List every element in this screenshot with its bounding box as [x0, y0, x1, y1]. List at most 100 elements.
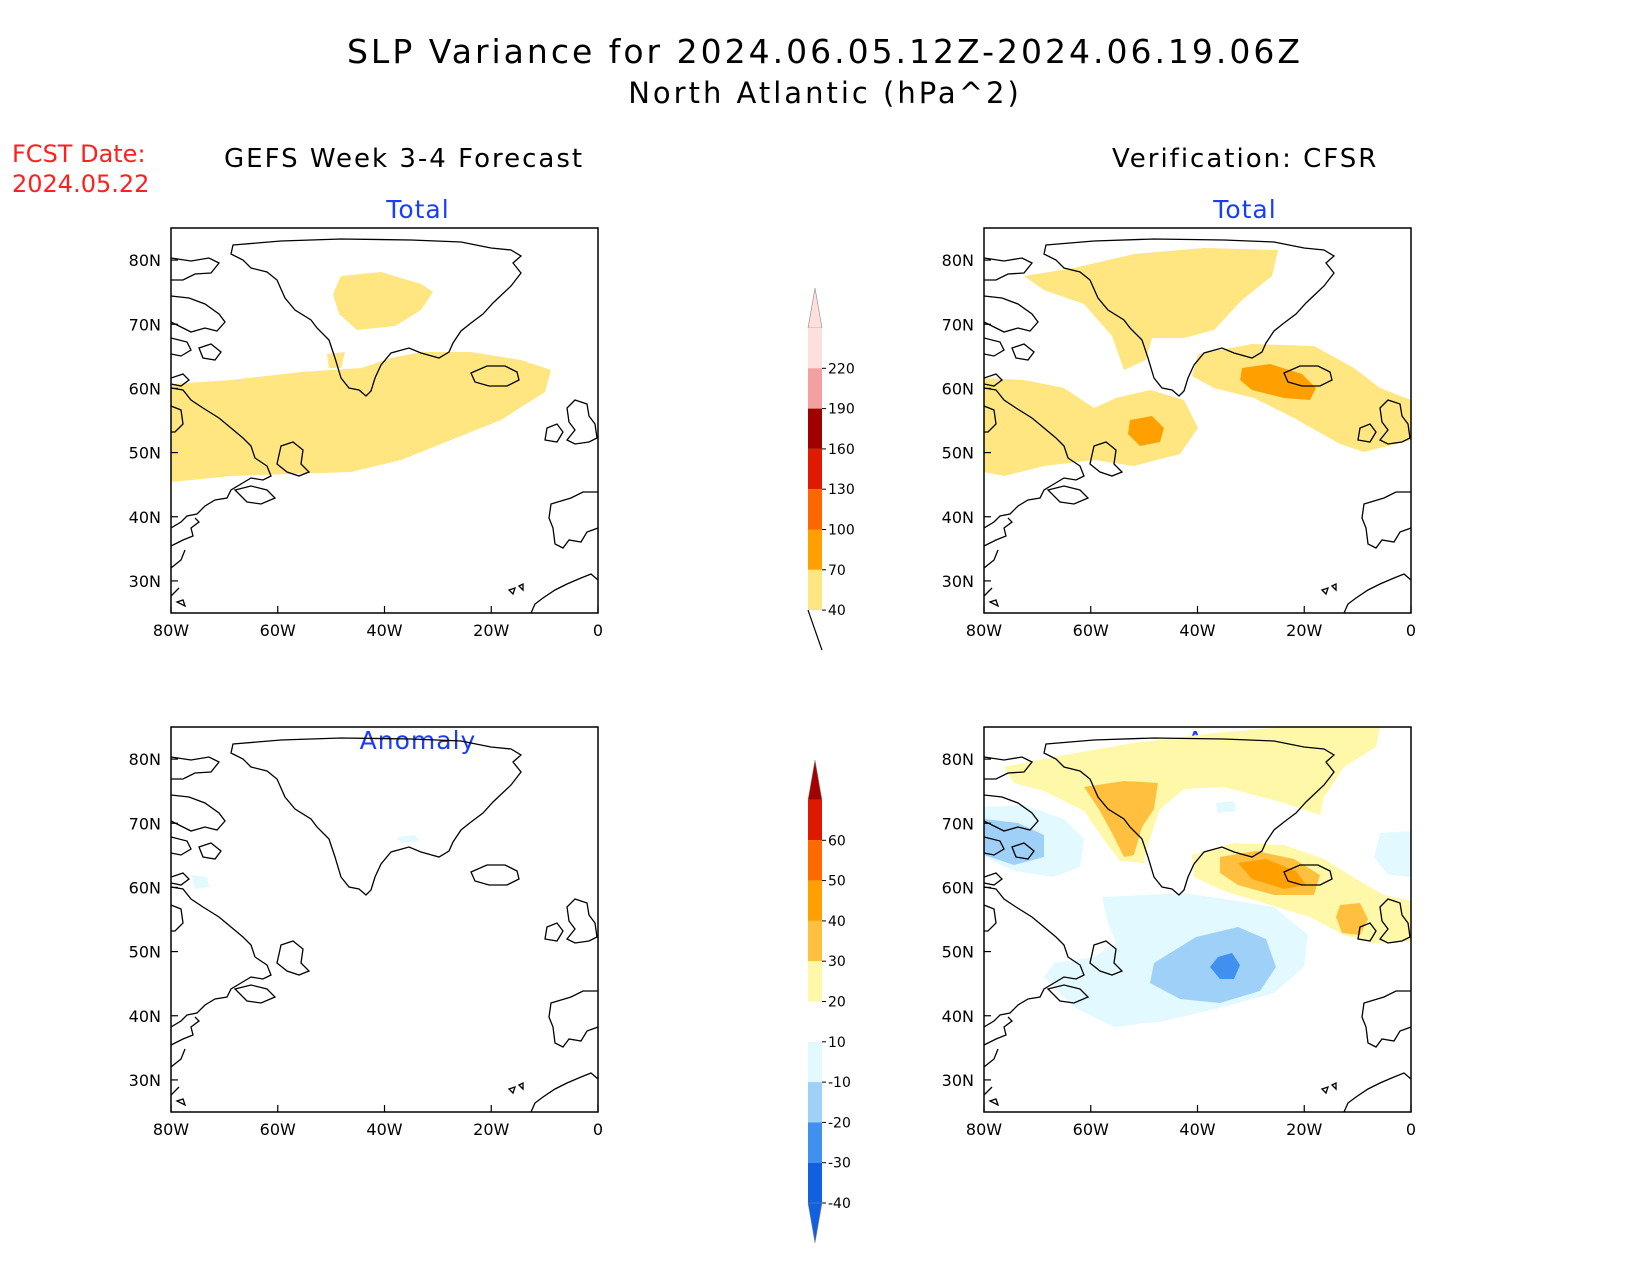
forecast-anomaly-map: 80W 60W 40W 20W 0 80N 70N 60N 50N 40N 30N — [129, 726, 603, 1139]
forecast-total-contour-40-70 — [171, 352, 551, 482]
lon-label: 80W — [966, 1120, 1002, 1139]
verification-anomaly-map: 80W 60W 40W 20W 0 80N 70N 60N 50N 40N 30N — [942, 726, 1416, 1139]
lon-label: 60W — [260, 1120, 296, 1139]
lat-label: 40N — [129, 1007, 161, 1026]
lon-label: 0 — [593, 621, 603, 640]
colorbar-label: 30 — [828, 954, 846, 970]
forecast-anomaly-contour-neg10-b — [191, 875, 209, 889]
lat-label: 30N — [942, 1071, 974, 1090]
lon-label: 80W — [153, 1120, 189, 1139]
colorbar-segment — [808, 1001, 822, 1042]
verification-total-contour-40-70-west — [984, 378, 1198, 476]
lat-label: 80N — [129, 750, 161, 769]
colorbar-label: -40 — [828, 1196, 851, 1212]
lon-label: 40W — [1179, 621, 1215, 640]
lon-label: 0 — [1406, 621, 1416, 640]
verification-anomaly-contour-neg30 — [1210, 953, 1240, 979]
colorbar-label: 40 — [828, 914, 846, 930]
colorbar-segment — [808, 569, 822, 611]
lat-label: 50N — [942, 444, 974, 463]
colorbar-segment — [808, 448, 822, 490]
lon-label: 60W — [260, 621, 296, 640]
verification-anomaly-contour-neg10-small — [1216, 801, 1236, 813]
lon-label: 20W — [473, 1120, 509, 1139]
lat-label: 30N — [129, 1071, 161, 1090]
lon-label: 0 — [1406, 1120, 1416, 1139]
forecast-anomaly-contour-neg10 — [397, 835, 419, 843]
colorbar-label: 100 — [828, 523, 855, 539]
lat-label: 40N — [129, 508, 161, 527]
lon-label: 80W — [966, 621, 1002, 640]
colorbar-segment — [808, 368, 822, 409]
colorbar-label: -10 — [828, 1075, 851, 1091]
colorbar-segment — [808, 961, 822, 1002]
colorbar-bottom-tail — [807, 609, 823, 651]
colorbar-label: 10 — [828, 1035, 846, 1051]
lon-label: 20W — [473, 621, 509, 640]
colorbar-segment — [808, 840, 822, 881]
lat-label: 80N — [942, 750, 974, 769]
lat-label: 70N — [942, 814, 974, 833]
lat-label: 60N — [129, 379, 161, 398]
lat-label: 30N — [129, 572, 161, 591]
colorbar-label: 60 — [828, 833, 846, 849]
colorbar-label: 160 — [828, 442, 855, 458]
lat-label: 60N — [129, 878, 161, 897]
colorbar-label: 70 — [828, 563, 846, 579]
forecast-total-contour-greenland — [333, 272, 433, 330]
verification-total-title: Total — [1213, 195, 1277, 224]
chart-subtitle: North Atlantic (hPa^2) — [628, 76, 1022, 110]
lat-label: 60N — [942, 379, 974, 398]
lat-label: 70N — [942, 315, 974, 334]
map-frame — [170, 726, 599, 1113]
verification-total-contour-70-100-east — [1240, 364, 1316, 400]
colorbar-segment — [808, 1041, 822, 1083]
lat-label: 80N — [129, 251, 161, 270]
colorbar-segment — [808, 529, 822, 570]
colorbar-label: 40 — [828, 603, 846, 619]
colorbar-top-tip — [807, 287, 823, 329]
lon-label: 0 — [593, 1120, 603, 1139]
colorbar-label: 130 — [828, 482, 855, 498]
forecast-total-title: Total — [386, 195, 450, 224]
verification-total-map: 80W 60W 40W 20W 0 80N 70N 60N 50N 40N 30N — [942, 227, 1416, 640]
lon-label: 80W — [153, 621, 189, 640]
lon-label: 60W — [1073, 1120, 1109, 1139]
verification-anomaly-contour-neg20-west — [984, 819, 1044, 865]
lat-label: 60N — [942, 878, 974, 897]
colorbar-label: 50 — [828, 874, 846, 890]
lon-label: 40W — [1179, 1120, 1215, 1139]
colorbar-top-tip — [807, 759, 823, 801]
lat-label: 30N — [942, 572, 974, 591]
lat-label: 70N — [129, 814, 161, 833]
anomaly-colorbar: 60 50 40 30 20 10 -10 -20 -30 -40 — [807, 759, 851, 1244]
lon-label: 20W — [1286, 621, 1322, 640]
colorbar-segment — [808, 800, 822, 841]
verification-total-contour-70-100-west — [1128, 416, 1164, 446]
lat-label: 50N — [129, 444, 161, 463]
verification-anomaly-contour-pos10-north — [1004, 727, 1380, 863]
colorbar-bottom-tip — [807, 1202, 823, 1244]
colorbar-label: 20 — [828, 995, 846, 1011]
colorbar-segment — [808, 1082, 822, 1123]
colorbar-segment — [808, 408, 822, 449]
colorbar-segment — [808, 328, 822, 369]
fcst-date-label: FCST Date: — [12, 140, 146, 168]
chart-title: SLP Variance for 2024.06.05.12Z-2024.06.… — [346, 32, 1304, 71]
colorbar-segment — [808, 1162, 822, 1203]
verification-anomaly-contour-neg10-east — [1374, 831, 1411, 877]
colorbar-label: -20 — [828, 1115, 851, 1131]
lat-label: 40N — [942, 1007, 974, 1026]
lat-label: 80N — [942, 251, 974, 270]
forecast-total-map: 80W 60W 40W 20W 0 80N 70N 60N 50N 40N 30N — [129, 227, 603, 640]
colorbar-segment — [808, 489, 822, 530]
colorbar-label: -30 — [828, 1156, 851, 1172]
fcst-date-value: 2024.05.22 — [12, 170, 150, 198]
lon-label: 40W — [366, 621, 402, 640]
verification-anomaly-contour-pos20-north — [1084, 781, 1158, 857]
colorbar-label: 190 — [828, 402, 855, 418]
colorbar-label: 220 — [828, 361, 855, 377]
forecast-column-title: GEFS Week 3-4 Forecast — [224, 144, 585, 174]
lat-label: 40N — [942, 508, 974, 527]
